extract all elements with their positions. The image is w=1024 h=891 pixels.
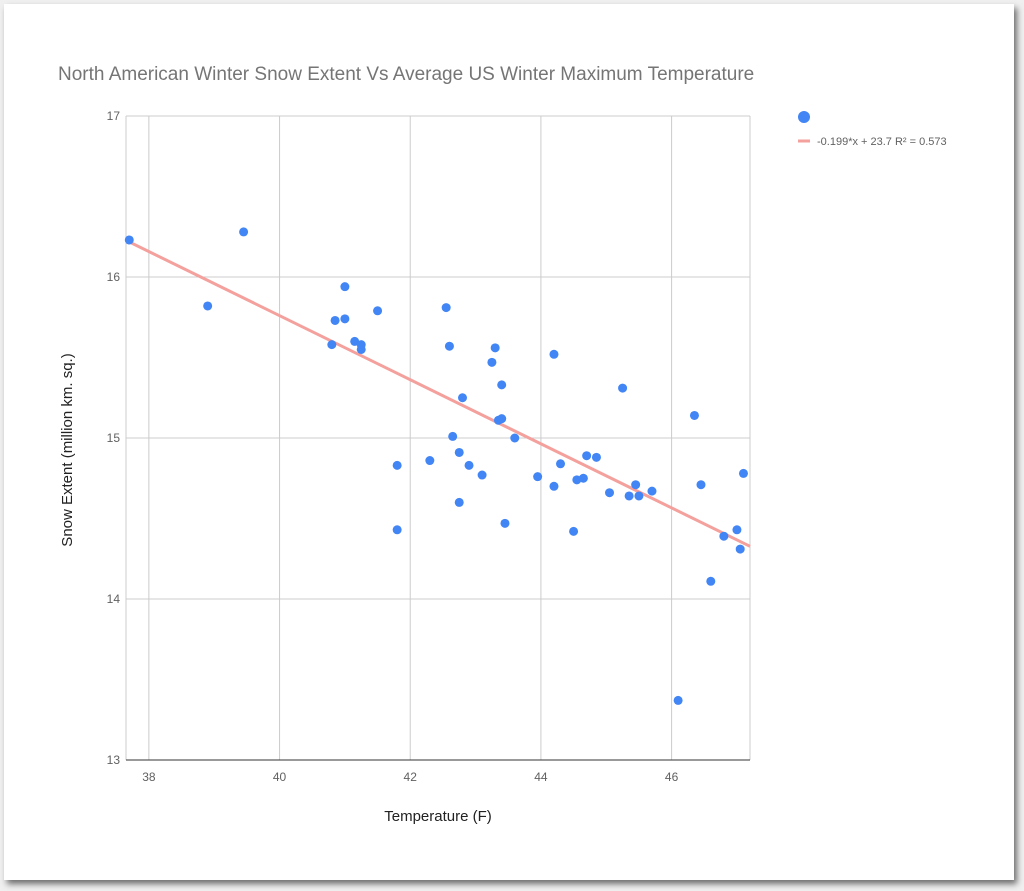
data-point [327, 340, 337, 350]
data-point [425, 456, 435, 466]
data-point [203, 301, 213, 311]
data-points [124, 227, 748, 705]
data-point [444, 341, 454, 351]
x-tick-label: 44 [534, 770, 548, 784]
data-point [497, 414, 507, 424]
data-point [441, 303, 451, 313]
data-point [738, 468, 748, 478]
legend-trend-label: -0.199*x + 23.7 R² = 0.573 [817, 136, 947, 148]
data-point [477, 470, 487, 480]
x-tick-label: 46 [665, 770, 679, 784]
y-axis-ticks: 13 14 15 16 17 [107, 109, 121, 767]
x-tick-label: 38 [142, 770, 156, 784]
data-point [556, 459, 566, 469]
data-point [454, 497, 464, 507]
y-tick-label: 14 [107, 592, 121, 606]
x-axis-title: Temperature (F) [384, 808, 492, 825]
data-point [448, 431, 458, 441]
y-tick-label: 13 [107, 753, 121, 767]
data-point [497, 380, 507, 390]
y-axis-title: Snow Extent (million km. sq.) [59, 353, 76, 546]
x-axis-ticks: 38 40 42 44 46 [142, 770, 678, 784]
data-point [464, 460, 474, 470]
data-point [578, 473, 588, 483]
y-tick-label: 16 [107, 270, 121, 284]
data-point [510, 433, 520, 443]
data-point [533, 472, 543, 482]
data-point [340, 282, 350, 292]
data-point [689, 410, 699, 420]
data-point [500, 518, 510, 528]
data-point [487, 357, 497, 367]
data-point [605, 488, 615, 498]
data-point [732, 525, 742, 535]
data-point [124, 235, 134, 245]
data-point [735, 544, 745, 554]
chart-title: North American Winter Snow Extent Vs Ave… [58, 64, 754, 85]
data-point [373, 306, 383, 316]
data-point [624, 491, 634, 501]
x-tick-label: 40 [273, 770, 287, 784]
data-point [340, 314, 350, 324]
x-tick-label: 42 [404, 770, 418, 784]
data-point [490, 343, 500, 353]
chart-frame: North American Winter Snow Extent Vs Ave… [4, 4, 1014, 880]
data-point [634, 491, 644, 501]
y-tick-label: 17 [107, 109, 121, 123]
scatter-chart: North American Winter Snow Extent Vs Ave… [58, 64, 947, 825]
data-point [706, 576, 716, 586]
data-point [330, 315, 340, 325]
data-point [392, 460, 402, 470]
data-point [458, 393, 468, 403]
data-point [454, 447, 464, 457]
data-point [239, 227, 249, 237]
trend-line [125, 239, 751, 548]
data-point [549, 349, 559, 359]
data-point [631, 480, 641, 490]
data-point [618, 383, 628, 393]
legend-series-marker [798, 111, 810, 123]
data-point [673, 695, 683, 705]
data-point [582, 451, 592, 461]
data-point [696, 480, 706, 490]
grid-lines [125, 115, 751, 761]
data-point [392, 525, 402, 535]
data-point [549, 481, 559, 491]
data-point [591, 452, 601, 462]
data-point [569, 526, 579, 536]
y-tick-label: 15 [107, 431, 121, 445]
data-point [647, 486, 657, 496]
data-point [356, 344, 366, 354]
data-point [719, 531, 729, 541]
legend: -0.199*x + 23.7 R² = 0.573 [798, 111, 947, 148]
